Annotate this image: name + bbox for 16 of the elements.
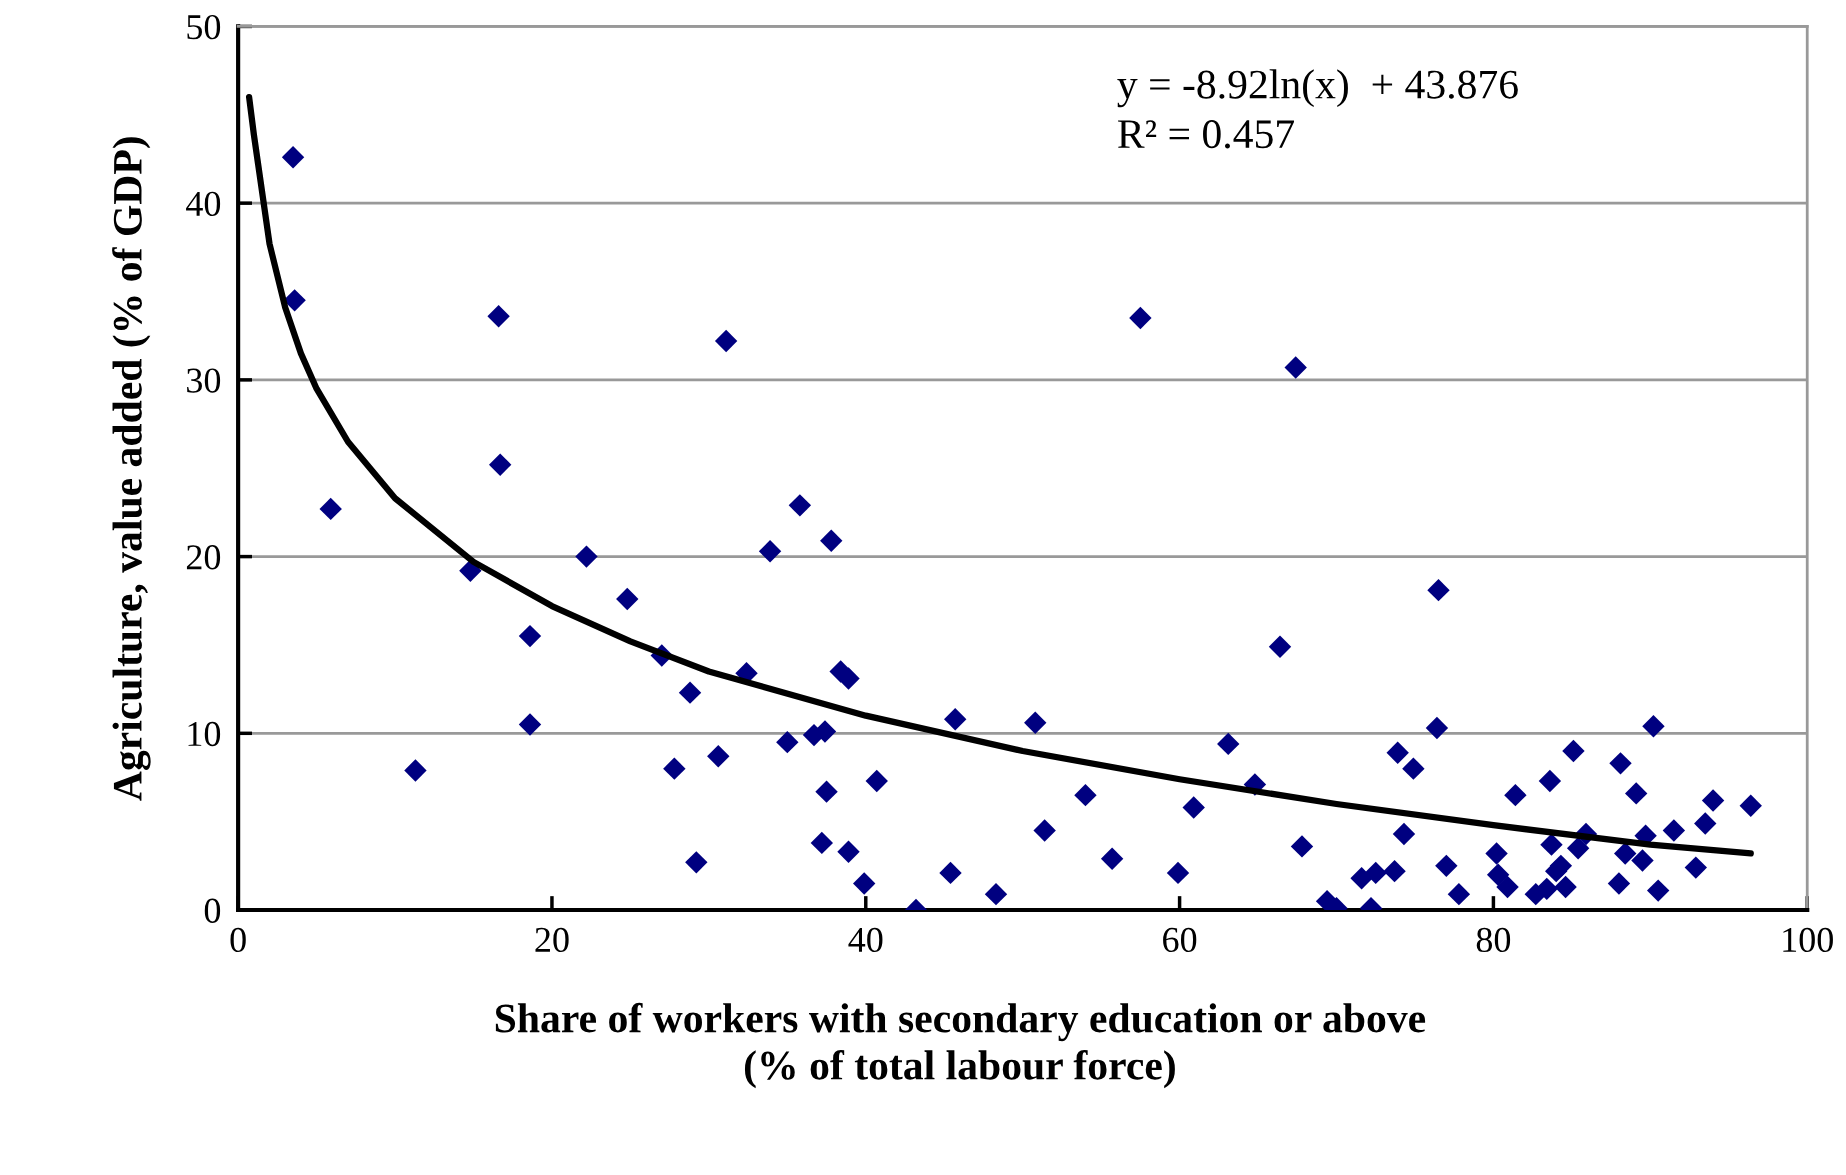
y-tick-label: 40: [186, 191, 221, 217]
x-tick-label: 40: [848, 927, 883, 953]
y-tick-label: 50: [187, 14, 221, 40]
y-tick-label: 20: [186, 545, 221, 570]
y-tick-label: 10: [188, 721, 221, 747]
x-tick-label: 60: [1163, 927, 1197, 953]
x-tick-label: 100: [1783, 927, 1833, 953]
x-axis-title: Share of workers with secondary education or above (% of total labour force): [495, 1002, 1426, 1089]
y-axis-title: Agriculture, value added (% of GDP): [112, 137, 151, 801]
annotation: R² = 0.457: [1118, 120, 1294, 149]
y-tick-label: 0: [204, 898, 221, 923]
x-tick-label: 80: [1476, 927, 1511, 953]
y-tick-label: 30: [187, 368, 221, 393]
annotation: y = -8.92ln(x) + 43.876: [1117, 69, 1518, 108]
x-tick-label: 20: [535, 927, 569, 953]
x-tick-label: 0: [230, 927, 246, 953]
